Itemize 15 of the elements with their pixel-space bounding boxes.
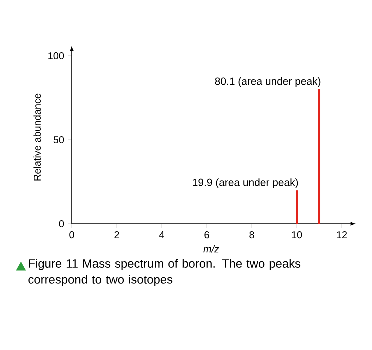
annotation: 80.1 (area under peak): [215, 77, 321, 88]
x-tick-label: 0: [70, 232, 74, 239]
x-tick-label: 6: [204, 232, 210, 239]
caption: Figure 11 Mass spectrum of boron. The two peaks correspond to two isotopes: [28, 259, 301, 286]
x-axis-title: m/z: [204, 245, 220, 253]
annotation: 19.9 (area under peak): [193, 178, 298, 188]
x-tick-label: 4: [159, 232, 164, 238]
y-tick-label: 50: [54, 136, 64, 144]
x-tick-label: 2: [114, 232, 120, 238]
x-tick-label: 12: [337, 232, 348, 238]
y-tick-label: 0: [59, 220, 64, 228]
y-axis-title: Relative abundance: [34, 94, 42, 181]
y-tick-label: 100: [48, 52, 64, 60]
x-tick-label: 10: [292, 232, 302, 239]
x-tick-label: 8: [250, 232, 254, 239]
